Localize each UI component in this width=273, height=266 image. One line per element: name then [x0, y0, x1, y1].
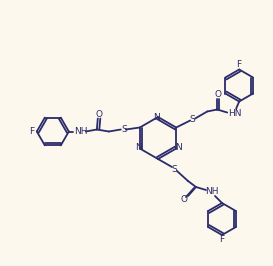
Text: N: N	[154, 114, 160, 123]
Text: HN: HN	[229, 109, 242, 118]
Text: NH: NH	[74, 127, 88, 136]
Text: O: O	[215, 90, 222, 99]
Text: F: F	[237, 60, 242, 69]
Text: O: O	[95, 110, 102, 119]
Text: N: N	[135, 143, 142, 152]
Text: O: O	[180, 196, 188, 205]
Text: F: F	[219, 235, 225, 244]
Text: N: N	[175, 143, 182, 152]
Text: NH: NH	[205, 186, 219, 196]
Text: F: F	[29, 127, 34, 136]
Text: S: S	[171, 164, 177, 173]
Text: S: S	[189, 115, 195, 124]
Text: S: S	[121, 125, 127, 134]
